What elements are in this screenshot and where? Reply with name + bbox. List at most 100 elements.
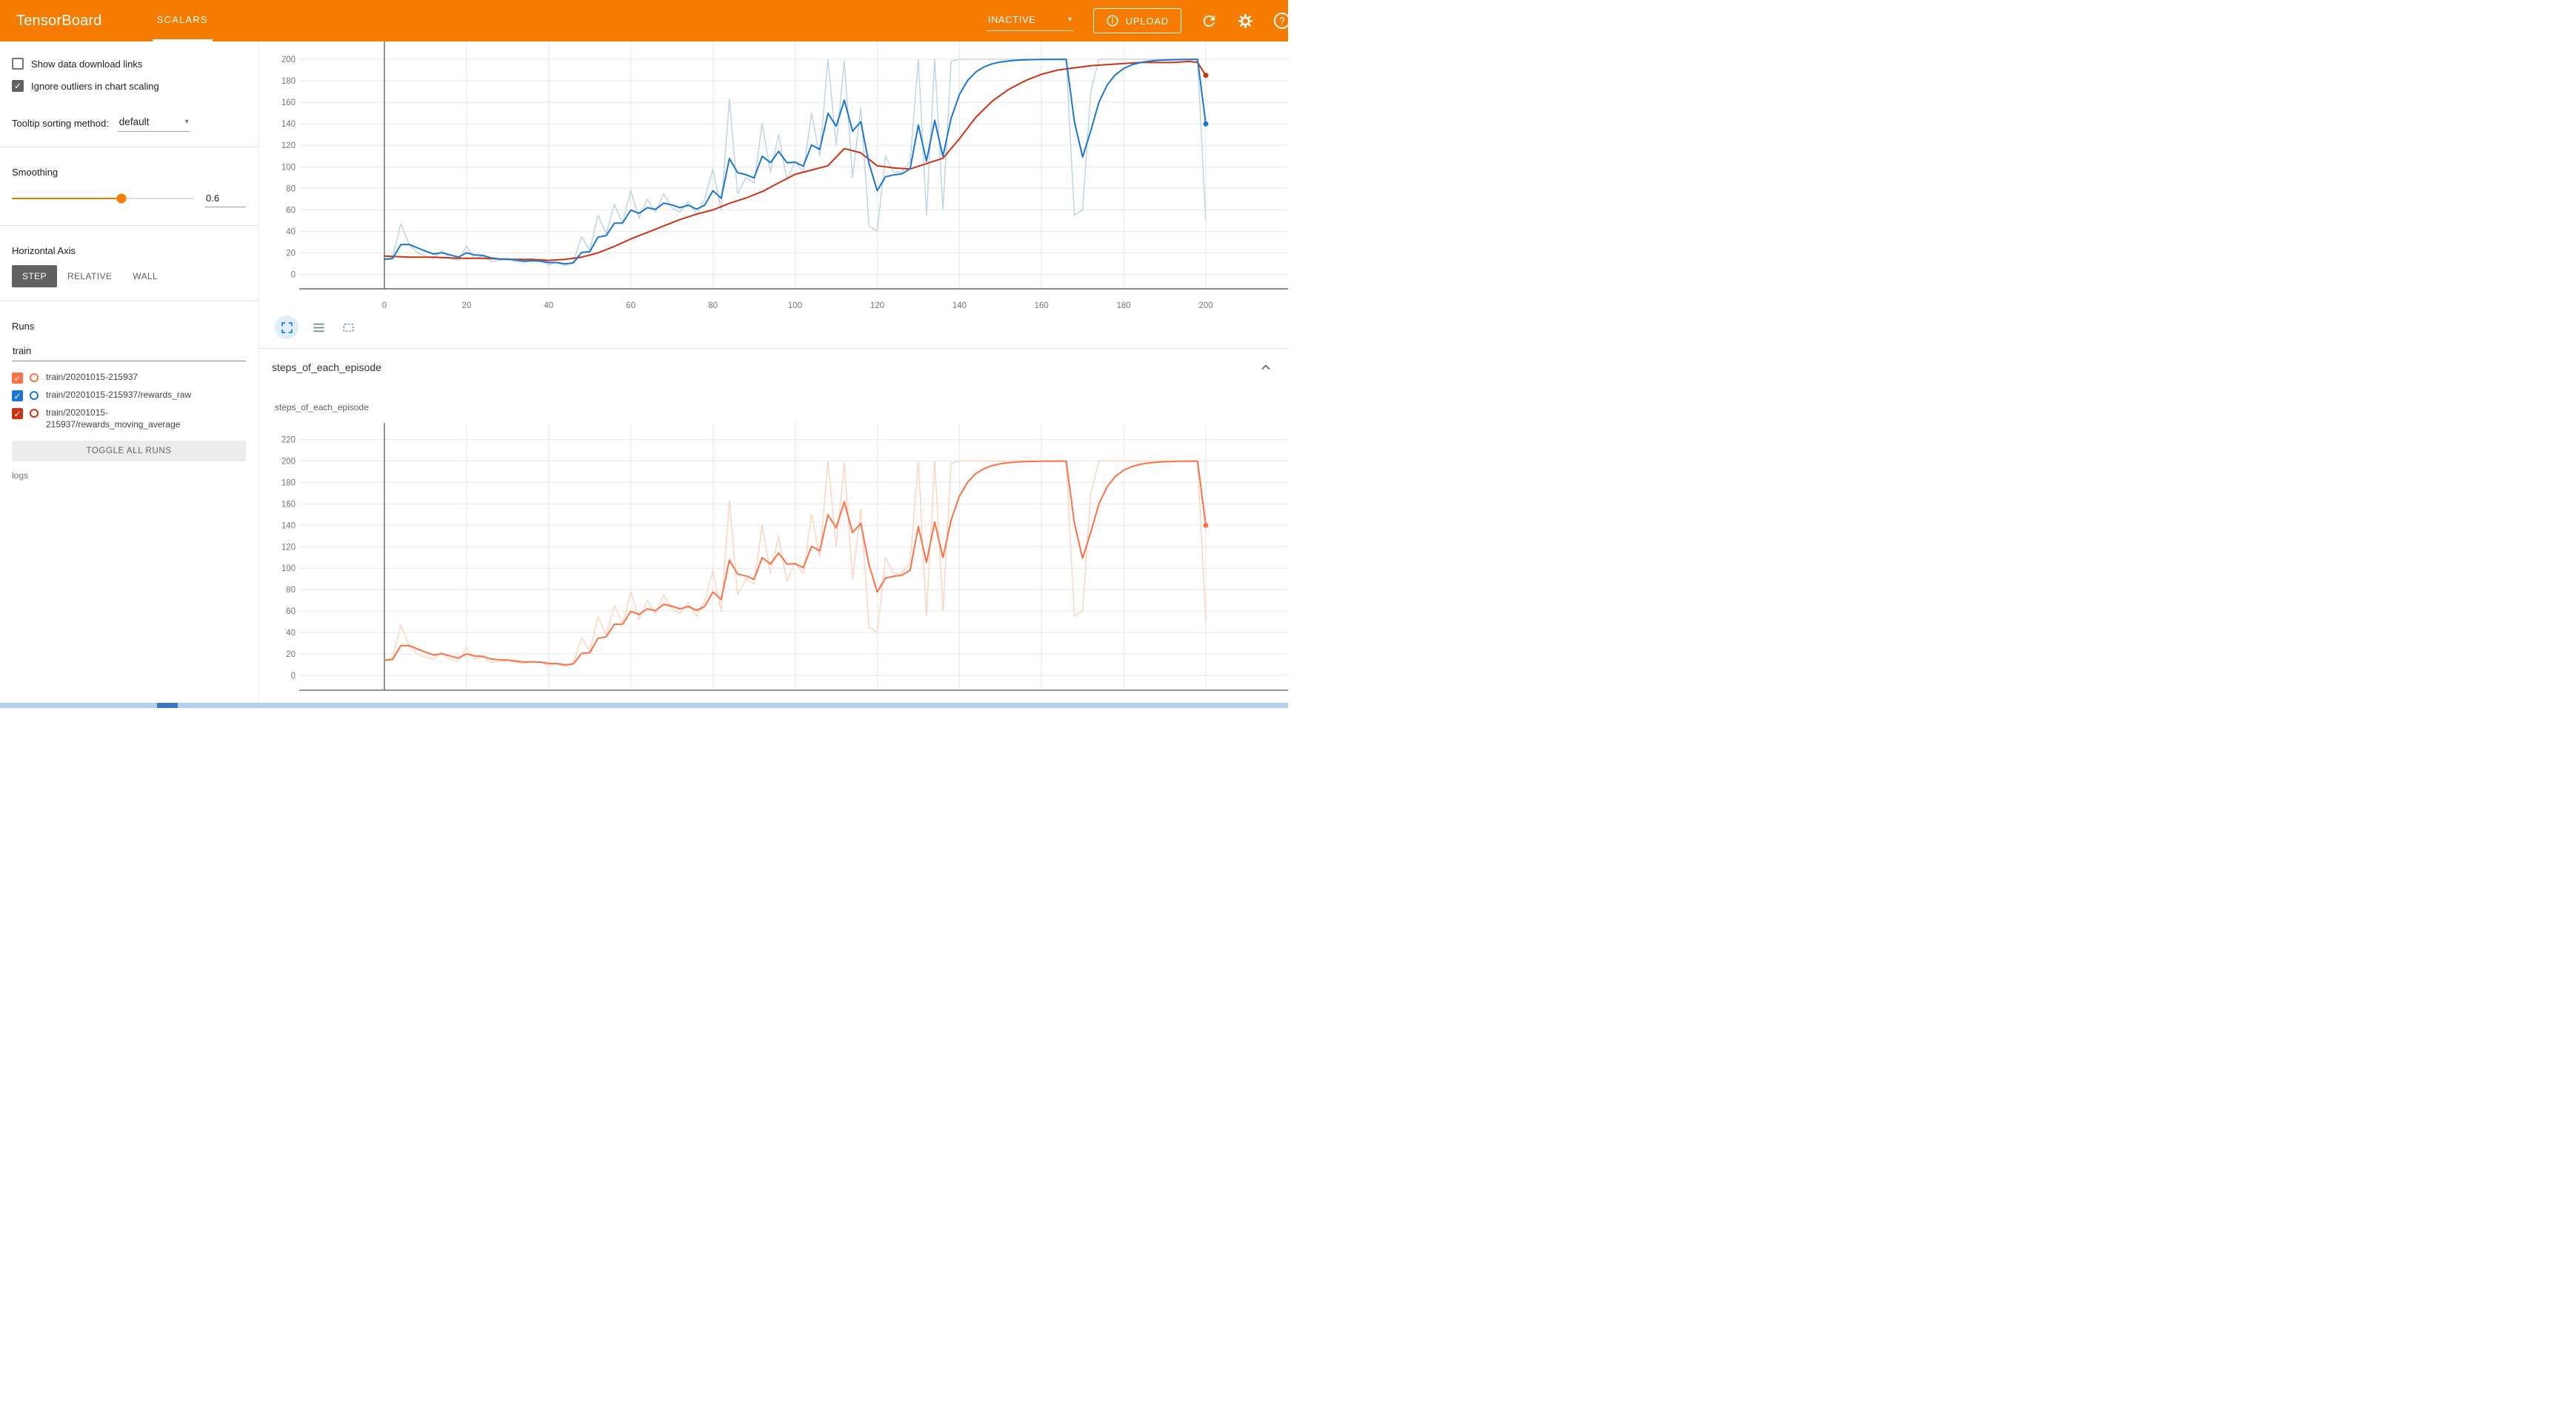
steps-chart[interactable]: 0 20 40 60 80 100 120 140 160 180 200 220 [258, 417, 1288, 706]
show-download-links-row[interactable]: Show data download links [12, 58, 246, 70]
smoothing-label: Smoothing [12, 167, 59, 178]
status-dropdown[interactable]: INACTIVE ▾ [986, 11, 1074, 31]
axis-wall-button[interactable]: WALL [122, 265, 168, 287]
svg-text:100: 100 [281, 564, 296, 573]
svg-text:20: 20 [286, 650, 296, 659]
svg-text:160: 160 [281, 98, 296, 107]
svg-text:0: 0 [291, 672, 296, 681]
run-checkbox[interactable]: ✓ [12, 373, 23, 384]
steps-card-header[interactable]: steps_of_each_episode [258, 349, 1288, 384]
data-table-button[interactable] [309, 318, 328, 337]
svg-text:120: 120 [870, 301, 884, 310]
tooltip-sorting-select[interactable]: default ▾ [117, 114, 190, 132]
svg-text:100: 100 [788, 301, 802, 310]
run-checkbox[interactable]: ✓ [12, 408, 23, 419]
run-solo-radio[interactable] [30, 409, 39, 418]
sidebar: Show data download links ✓ Ignore outlie… [0, 41, 258, 708]
fit-domain-button[interactable] [338, 318, 358, 337]
ignore-outliers-label: Ignore outliers in chart scaling [31, 80, 159, 92]
scalars-dashboard: 0 20 40 60 80 100 120 140 160 180 200 0 20 40 60 80 100 1… [258, 41, 1288, 708]
runs-filter-input[interactable] [12, 342, 246, 361]
chevron-down-icon: ▾ [1068, 15, 1072, 24]
smoothing-slider-thumb[interactable] [116, 193, 127, 204]
run-solo-radio[interactable] [30, 373, 39, 382]
run-label: train/20201015-215937/rewards_raw [46, 390, 192, 400]
ignore-outliers-checkbox[interactable]: ✓ [12, 80, 24, 92]
logs-label: logs [12, 470, 29, 481]
run-item[interactable]: ✓ train/20201015-215937/rewards_raw [12, 387, 246, 404]
tensorboard-app: TensorBoard SCALARS INACTIVE ▾ UPLOAD [0, 0, 1288, 708]
svg-text:160: 160 [281, 500, 296, 509]
svg-text:?: ? [1279, 16, 1284, 27]
refresh-icon [1201, 13, 1218, 30]
svg-text:140: 140 [952, 301, 967, 310]
gear-icon [1237, 13, 1254, 30]
svg-text:100: 100 [281, 163, 296, 172]
app-header: TensorBoard SCALARS INACTIVE ▾ UPLOAD [0, 0, 1288, 41]
svg-text:80: 80 [286, 586, 296, 595]
horizontal-axis-buttons: STEP RELATIVE WALL [12, 265, 246, 287]
svg-text:160: 160 [1035, 301, 1049, 310]
tooltip-sorting-value: default [119, 116, 150, 127]
ignore-outliers-row[interactable]: ✓ Ignore outliers in chart scaling [12, 80, 246, 92]
svg-text:60: 60 [626, 301, 635, 310]
refresh-button[interactable] [1201, 13, 1218, 30]
svg-text:140: 140 [281, 120, 296, 129]
chevron-up-icon[interactable] [1258, 360, 1273, 375]
header-actions: INACTIVE ▾ UPLOAD [986, 8, 1288, 33]
app-title: TensorBoard [16, 12, 102, 29]
upload-button[interactable]: UPLOAD [1092, 8, 1181, 33]
expand-chart-icon [280, 321, 294, 335]
svg-text:180: 180 [281, 478, 296, 487]
fit-domain-icon [341, 321, 356, 335]
chevron-down-icon: ▾ [184, 118, 189, 126]
rewards-chart[interactable]: 0 20 40 60 80 100 120 140 160 180 200 0 20 40 60 80 100 1… [258, 41, 1288, 317]
svg-text:20: 20 [286, 249, 296, 258]
run-item[interactable]: ✓ train/20201015-215937/rewards_moving_a… [12, 404, 246, 433]
chart-toolbar [258, 313, 1288, 342]
expand-chart-button[interactable] [275, 315, 298, 339]
svg-text:180: 180 [1117, 301, 1131, 310]
toggle-all-runs-button[interactable]: TOGGLE ALL RUNS [12, 441, 246, 462]
run-checkbox[interactable]: ✓ [12, 390, 23, 401]
runs-label: Runs [12, 321, 35, 332]
horizontal-axis-label: Horizontal Axis [12, 245, 76, 256]
info-icon [1106, 14, 1119, 27]
svg-text:40: 40 [286, 227, 296, 236]
show-download-links-checkbox[interactable] [12, 58, 24, 70]
svg-text:80: 80 [286, 184, 296, 193]
svg-text:220: 220 [281, 436, 296, 445]
svg-text:20: 20 [462, 301, 472, 310]
axis-step-button[interactable]: STEP [12, 265, 57, 287]
run-label: train/20201015-215937 [46, 372, 139, 382]
card-divider [258, 348, 1288, 349]
smoothing-slider-fill [12, 198, 121, 199]
svg-text:60: 60 [286, 206, 296, 215]
upload-button-label: UPLOAD [1125, 15, 1169, 27]
smoothing-value-input[interactable] [204, 190, 246, 207]
svg-text:0: 0 [291, 271, 296, 280]
status-dropdown-value: INACTIVE [987, 13, 1036, 25]
bottom-scrollbar[interactable] [0, 703, 1288, 708]
svg-text:120: 120 [281, 543, 296, 552]
bottom-scrollbar-thumb[interactable] [157, 703, 178, 708]
data-table-icon [312, 321, 326, 335]
show-download-links-label: Show data download links [31, 58, 143, 70]
run-solo-radio[interactable] [30, 391, 39, 400]
runs-list: ✓ train/20201015-215937 ✓ train/20201015… [12, 369, 246, 433]
svg-text:80: 80 [708, 301, 718, 310]
run-item[interactable]: ✓ train/20201015-215937 [12, 369, 246, 387]
run-label: train/20201015-215937/rewards_moving_ave… [46, 407, 181, 430]
settings-button[interactable] [1237, 13, 1254, 30]
smoothing-slider[interactable] [12, 193, 194, 204]
tab-scalars[interactable]: SCALARS [152, 0, 213, 41]
svg-text:40: 40 [286, 629, 296, 638]
help-icon: ? [1273, 12, 1288, 30]
axis-relative-button[interactable]: RELATIVE [57, 265, 122, 287]
help-button[interactable]: ? [1273, 12, 1288, 30]
steps-chart-title: steps_of_each_episode [275, 402, 369, 413]
svg-text:0: 0 [382, 301, 387, 310]
svg-text:120: 120 [281, 141, 296, 150]
svg-text:40: 40 [544, 301, 553, 310]
svg-text:140: 140 [281, 521, 296, 530]
